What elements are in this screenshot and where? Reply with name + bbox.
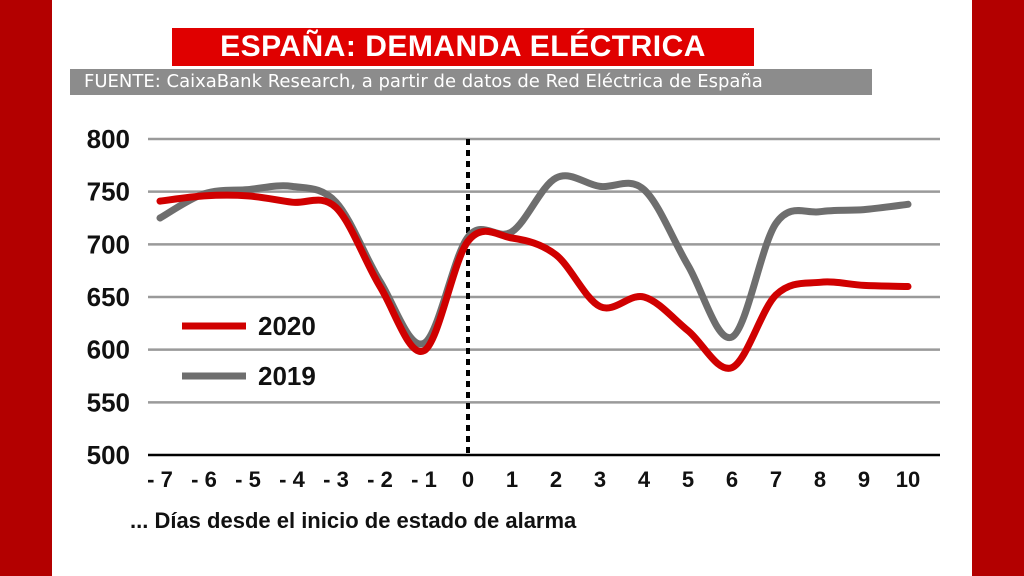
x-tick-label: 3 [594,467,606,492]
x-tick-label: - 1 [411,467,437,492]
x-axis-label: ... Días desde el inicio de estado de al… [130,508,577,533]
x-tick-label: - 3 [323,467,349,492]
x-tick-label: 10 [896,467,920,492]
y-tick-label: 600 [87,335,130,365]
x-tick-label: - 7 [147,467,173,492]
y-tick-label: 700 [87,229,130,259]
x-tick-label: 7 [770,467,782,492]
legend-label-2020: 2020 [258,311,316,341]
x-tick-label: 6 [726,467,738,492]
y-tick-label: 550 [87,387,130,417]
x-tick-label: - 5 [235,467,261,492]
x-tick-label: 4 [638,467,651,492]
y-tick-label: 800 [87,124,130,154]
left-frame-bar [0,0,52,576]
x-tick-label: 0 [462,467,474,492]
y-tick-label: 750 [87,177,130,207]
x-tick-label: - 6 [191,467,217,492]
right-frame-bar [972,0,1024,576]
chart-source: FUENTE: CaixaBank Research, a partir de … [70,69,872,95]
x-tick-label: - 2 [367,467,393,492]
chart-title: ESPAÑA: DEMANDA ELÉCTRICA [172,28,754,66]
x-tick-label: 8 [814,467,826,492]
x-tick-label: 5 [682,467,694,492]
legend-label-2019: 2019 [258,361,316,391]
series-line-2020 [156,191,912,372]
series-line-2019 [156,172,912,348]
x-tick-label: - 4 [279,467,305,492]
x-tick-label: 2 [550,467,562,492]
x-tick-label: 9 [858,467,870,492]
y-tick-label: 650 [87,282,130,312]
x-tick-label: 1 [506,467,518,492]
y-tick-label: 500 [87,440,130,470]
